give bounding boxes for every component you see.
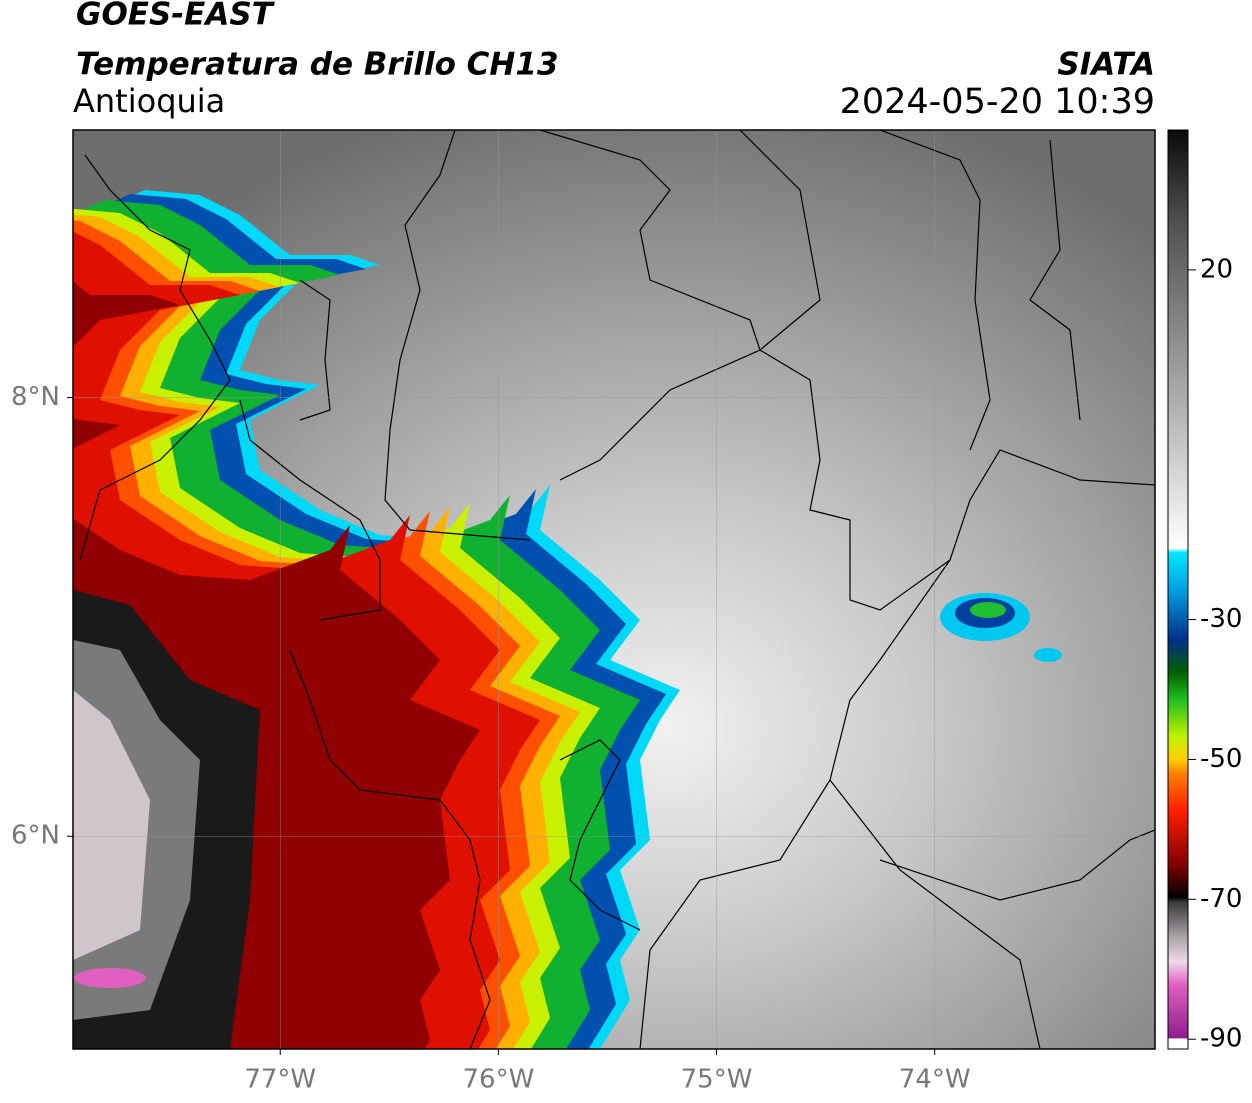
- y-tick-label: 8°N: [11, 382, 60, 412]
- colorbar-tick-label: -50: [1200, 744, 1242, 774]
- y-tick-label: 6°N: [11, 821, 60, 851]
- colorbar: [1167, 129, 1189, 1050]
- colorbar-tick-label: -30: [1200, 604, 1242, 634]
- x-tick-label: 74°W: [899, 1065, 971, 1095]
- map-image: [73, 130, 1155, 1049]
- subtitle: Temperatura de Brillo CH13: [76, 47, 559, 83]
- colorbar-tick-label: -90: [1200, 1024, 1242, 1054]
- x-tick-label: 76°W: [462, 1065, 534, 1095]
- map-frame: [72, 129, 1156, 1050]
- datetime: 2024-05-20 10:39: [840, 82, 1155, 122]
- x-tick-label: 77°W: [244, 1065, 316, 1095]
- x-tick-label: 75°W: [681, 1065, 753, 1095]
- colorbar-tick-label: 20: [1200, 254, 1233, 284]
- title: GOES-EAST: [76, 0, 276, 33]
- source: SIATA: [1057, 47, 1155, 83]
- grid: [73, 130, 1155, 1049]
- region: Antioquia: [73, 82, 225, 120]
- colorbar-tick-label: -70: [1200, 884, 1242, 914]
